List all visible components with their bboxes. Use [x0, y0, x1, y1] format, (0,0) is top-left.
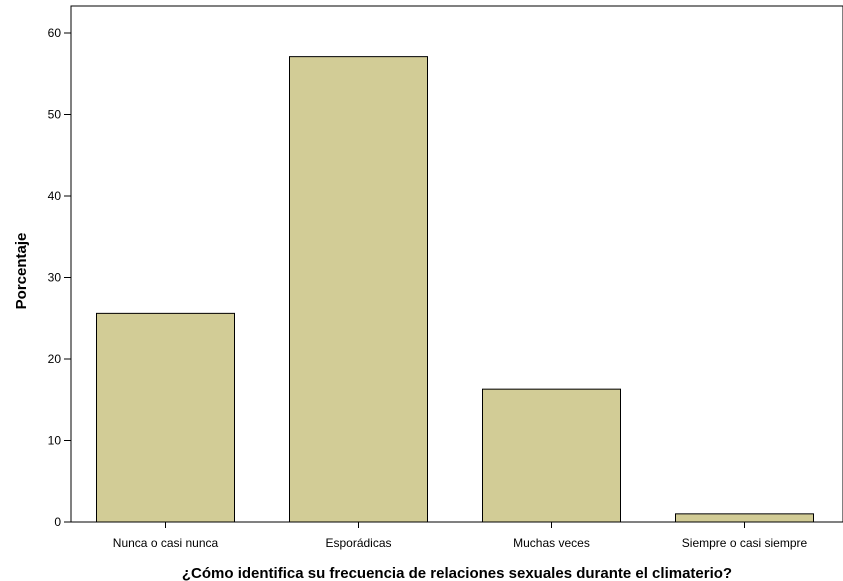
x-axis: Nunca o casi nunca Esporádicas Muchas vece… [113, 522, 808, 550]
y-tick-label: 40 [48, 189, 62, 203]
y-tick-label: 50 [48, 108, 62, 122]
y-axis: 0 10 20 30 40 50 60 [48, 26, 71, 529]
bar [96, 312, 235, 523]
x-axis-title: ¿Cómo identifica su frecuencia de relaci… [182, 565, 732, 581]
bar [675, 513, 814, 523]
x-tick-label: Muchas veces [513, 536, 590, 550]
y-tick-label: 60 [48, 26, 62, 40]
y-tick-label: 10 [48, 434, 62, 448]
x-tick-label: Siempre o casi siempre [682, 536, 808, 550]
bar [289, 56, 428, 523]
x-tick-label: Nunca o casi nunca [113, 536, 219, 550]
bar [482, 388, 621, 523]
y-tick-label: 30 [48, 271, 62, 285]
y-tick-label: 20 [48, 352, 62, 366]
y-axis-title: Porcentaje [13, 233, 30, 310]
x-tick-label: Esporádicas [325, 536, 391, 550]
y-tick-label: 0 [54, 515, 61, 529]
